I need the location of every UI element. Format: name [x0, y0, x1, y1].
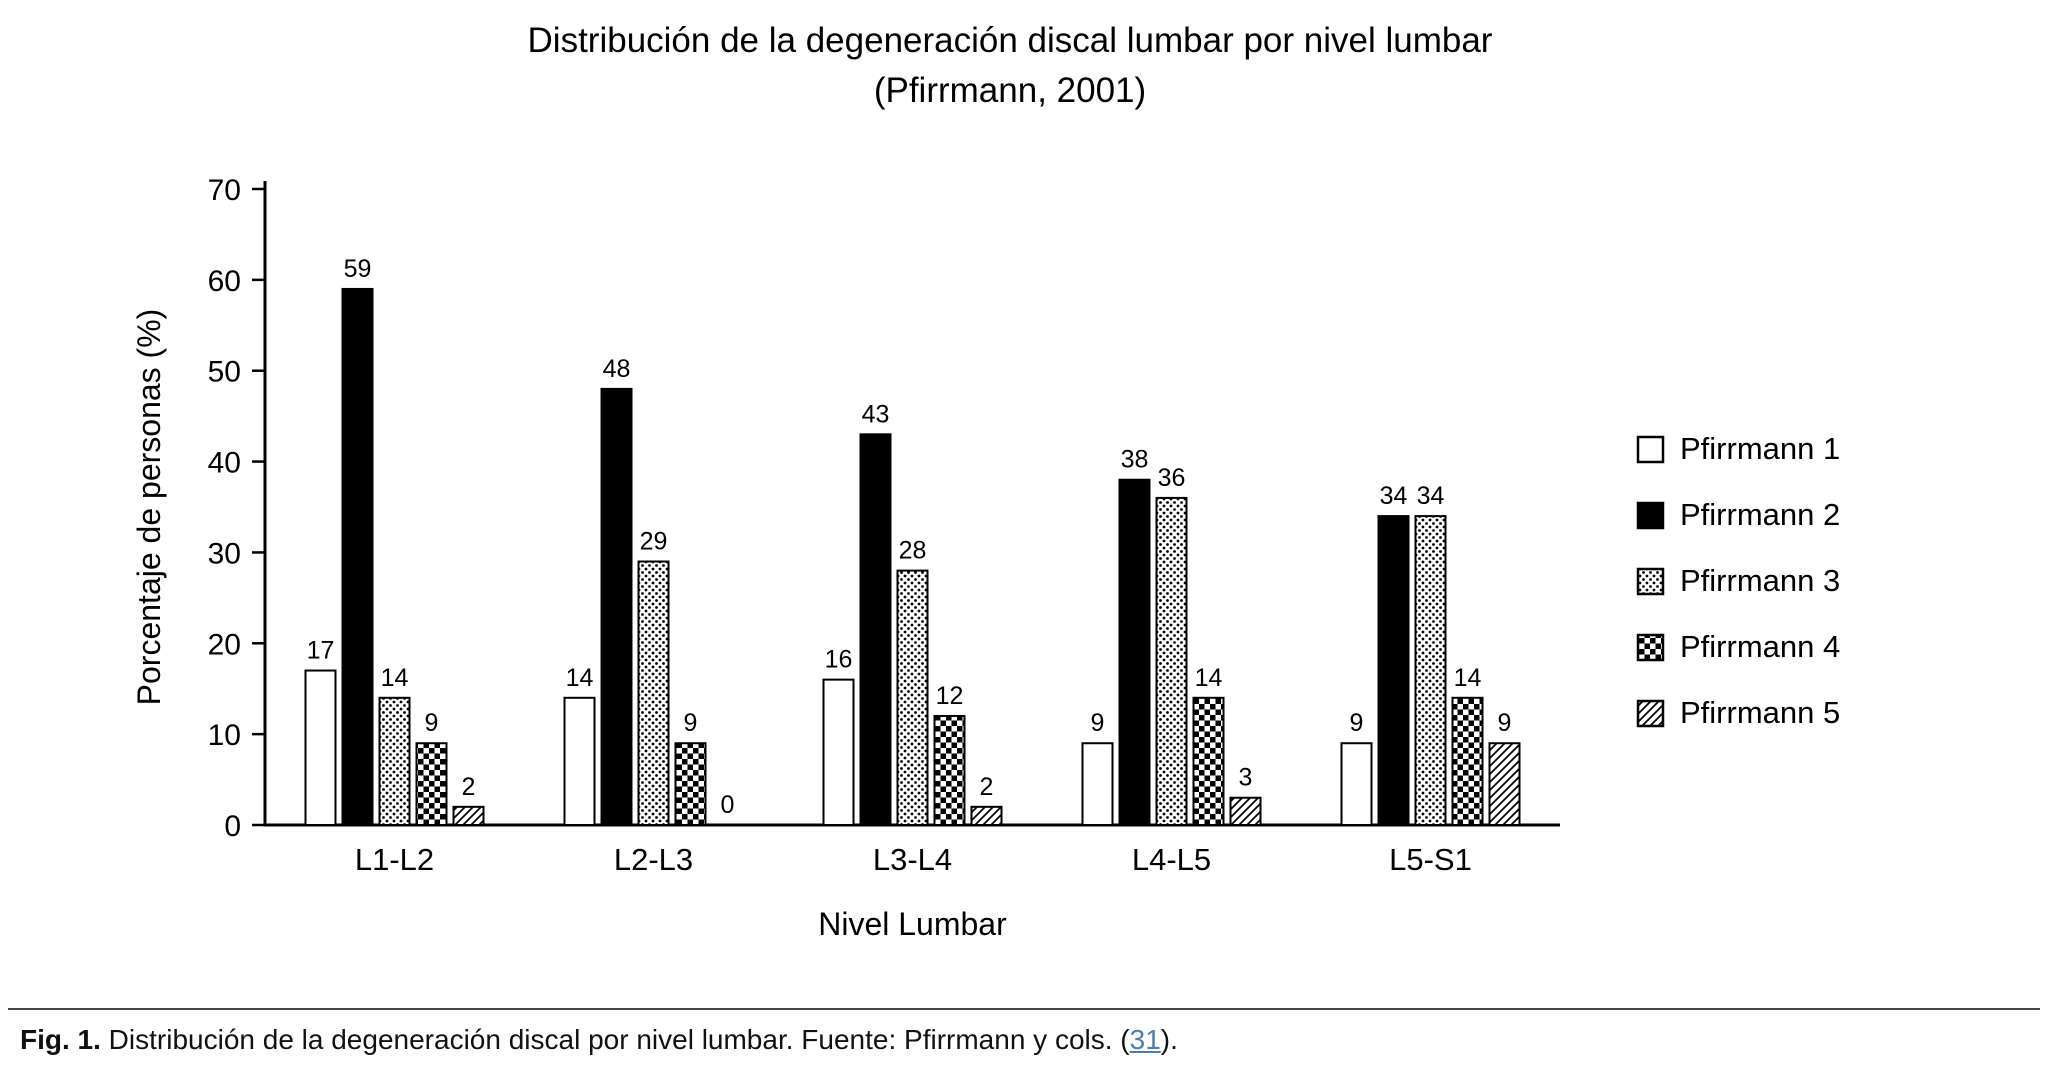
bar-value-label: 59	[344, 255, 372, 283]
bar-value-label: 28	[899, 537, 927, 565]
bar-value-label: 48	[603, 355, 631, 383]
bar-value-label: 2	[462, 773, 476, 801]
bar-pfirrmann-1-l4-l5	[1081, 742, 1114, 827]
bar-pfirrmann-1-l5-s1	[1340, 742, 1373, 827]
bar-value-label: 14	[1454, 664, 1482, 692]
bar-value-label: 16	[825, 646, 853, 674]
bar-pfirrmann-3-l5-s1	[1414, 515, 1447, 826]
bar-value-label: 14	[566, 664, 594, 692]
legend-label: Pfirrmann 2	[1680, 497, 1840, 532]
figure-caption: Fig. 1. Distribución de la degeneración …	[20, 1024, 2028, 1056]
y-axis-tick-label: 40	[208, 447, 241, 480]
x-axis-category-label: L4-L5	[1132, 842, 1211, 877]
legend-label: Pfirrmann 1	[1680, 431, 1840, 466]
bar-pfirrmann-4-l3-l4	[933, 714, 966, 827]
bar-chart: 01020304050607017591492L1-L214482990L2-L…	[131, 174, 1840, 942]
bar-pfirrmann-2-l3-l4	[859, 433, 892, 826]
x-axis-category-label: L2-L3	[614, 842, 693, 877]
bar-value-label: 43	[862, 400, 890, 428]
chart-title: Distribución de la degeneración discal l…	[527, 21, 1493, 60]
bar-pfirrmann-4-l4-l5	[1192, 696, 1225, 826]
bar-value-label: 36	[1158, 464, 1186, 492]
y-axis-tick-label: 60	[208, 265, 241, 298]
bar-pfirrmann-5-l4-l5	[1229, 796, 1262, 827]
chart-subtitle: (Pfirrmann, 2001)	[873, 70, 1147, 110]
bar-pfirrmann-2-l4-l5	[1118, 478, 1151, 826]
bar-pfirrmann-3-l1-l2	[378, 696, 411, 826]
caption-text-after: ).	[1160, 1024, 1178, 1055]
caption-citation-link[interactable]: 31	[1129, 1024, 1161, 1055]
bar-value-label: 14	[381, 664, 409, 692]
bar-value-label: 9	[425, 709, 439, 737]
x-axis-category-label: L1-L2	[355, 842, 434, 877]
y-axis-tick-label: 70	[208, 174, 241, 207]
x-axis-category-label: L3-L4	[873, 842, 952, 877]
bar-value-label: 29	[640, 528, 668, 556]
bar-pfirrmann-3-l4-l5	[1155, 496, 1188, 826]
bar-pfirrmann-1-l1-l2	[304, 669, 337, 826]
bar-pfirrmann-5-l1-l2	[452, 805, 485, 826]
caption-divider	[8, 1008, 2040, 1010]
bar-value-label: 38	[1121, 446, 1149, 474]
legend-marker-pfirrmann-2	[1636, 501, 1665, 530]
y-axis-tick-label: 0	[224, 810, 241, 843]
bar-pfirrmann-5-l3-l4	[970, 805, 1003, 826]
bar-pfirrmann-3-l2-l3	[637, 560, 670, 826]
y-axis-tick-label: 10	[208, 719, 241, 752]
caption-text: Distribución de la degeneración discal p…	[100, 1024, 1130, 1055]
caption-fig-label: Fig. 1.	[20, 1024, 101, 1055]
legend-marker-pfirrmann-1	[1636, 435, 1665, 464]
legend-label: Pfirrmann 4	[1680, 629, 1840, 664]
bar-value-label: 2	[980, 773, 994, 801]
bar-pfirrmann-4-l5-s1	[1451, 696, 1484, 826]
bar-pfirrmann-5-l5-s1	[1488, 742, 1521, 827]
bar-pfirrmann-3-l3-l4	[896, 569, 929, 826]
legend-label: Pfirrmann 5	[1680, 695, 1840, 730]
bar-pfirrmann-1-l2-l3	[563, 696, 596, 826]
x-axis-category-label: L5-S1	[1389, 842, 1472, 877]
bar-pfirrmann-4-l2-l3	[674, 742, 707, 827]
bar-value-label: 17	[307, 637, 335, 665]
bar-pfirrmann-2-l1-l2	[341, 287, 374, 826]
bar-value-label: 14	[1195, 664, 1223, 692]
legend-marker-pfirrmann-4	[1636, 633, 1665, 662]
y-axis-tick-label: 20	[208, 628, 241, 661]
y-axis-tick-label: 50	[208, 356, 241, 389]
y-axis-tick-label: 30	[208, 537, 241, 570]
bar-value-label: 9	[1350, 709, 1364, 737]
bar-value-label: 3	[1239, 764, 1253, 792]
y-axis-title: Porcentaje de personas (%)	[131, 309, 167, 706]
legend-label: Pfirrmann 3	[1680, 563, 1840, 598]
bar-value-label: 34	[1380, 482, 1408, 510]
bar-pfirrmann-2-l2-l3	[600, 387, 633, 826]
bar-pfirrmann-1-l3-l4	[822, 678, 855, 827]
legend-marker-pfirrmann-3	[1636, 567, 1665, 596]
bar-value-label: 9	[1091, 709, 1105, 737]
bar-pfirrmann-4-l1-l2	[415, 742, 448, 827]
x-axis-title: Nivel Lumbar	[818, 906, 1007, 942]
bar-value-label: 0	[721, 791, 735, 819]
bar-pfirrmann-2-l5-s1	[1377, 515, 1410, 826]
bar-value-label: 9	[1498, 709, 1512, 737]
bar-value-label: 34	[1417, 482, 1445, 510]
bar-value-label: 9	[684, 709, 698, 737]
chart-title-block: Distribución de la degeneración discal l…	[0, 16, 2020, 115]
bar-value-label: 12	[936, 682, 964, 710]
legend-marker-pfirrmann-5	[1636, 699, 1665, 728]
